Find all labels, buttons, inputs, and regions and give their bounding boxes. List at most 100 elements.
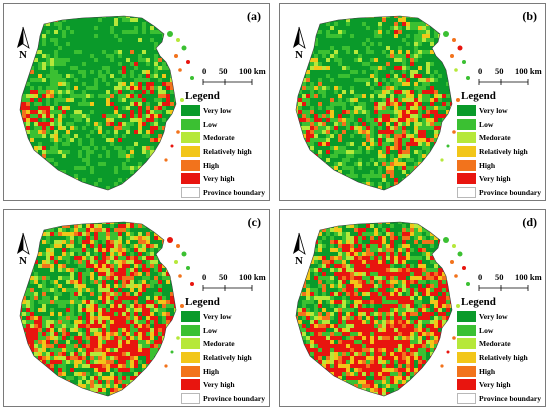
map-cell	[394, 166, 399, 171]
map-cell	[378, 130, 383, 135]
map-cell	[406, 114, 411, 119]
map-cell	[20, 70, 23, 75]
map-cell	[318, 166, 323, 171]
map-cell	[54, 150, 59, 155]
map-cell	[298, 94, 303, 99]
map-cell	[42, 142, 47, 147]
map-cell	[426, 118, 431, 123]
map-cell	[346, 54, 351, 59]
map-cell	[322, 98, 327, 103]
map-cell	[130, 228, 135, 233]
map-cell	[354, 26, 359, 31]
map-cell	[110, 178, 115, 183]
map-cell	[38, 150, 43, 155]
map-cell	[34, 130, 39, 135]
map-cell	[20, 74, 23, 79]
map-cell	[358, 138, 363, 143]
map-cell	[38, 252, 43, 257]
map-cell	[22, 170, 27, 175]
map-cell	[26, 320, 31, 325]
map-cell	[430, 186, 435, 190]
map-cell	[22, 142, 27, 147]
map-cell	[358, 86, 363, 91]
map-cell	[58, 46, 63, 51]
map-cell	[434, 190, 439, 195]
map-cell	[46, 106, 51, 111]
map-cell	[342, 42, 347, 47]
map-cell	[82, 316, 87, 321]
map-cell	[142, 146, 147, 151]
map-cell	[30, 280, 35, 285]
map-cell	[162, 82, 167, 87]
map-cell	[90, 82, 95, 87]
map-cell	[390, 106, 395, 111]
map-cell	[74, 312, 79, 317]
map-cell	[158, 182, 163, 187]
map-cell	[20, 18, 23, 23]
map-cell	[442, 166, 447, 171]
map-cell	[410, 106, 415, 111]
map-cell	[306, 174, 311, 179]
map-cell	[78, 58, 83, 63]
map-cell	[98, 182, 103, 187]
map-cell	[102, 134, 107, 139]
map-cell	[354, 166, 359, 171]
island	[466, 76, 470, 80]
map-cell	[118, 296, 123, 301]
map-cell	[142, 62, 147, 67]
map-cell	[38, 244, 43, 249]
map-cell	[414, 126, 419, 131]
map-cell	[398, 158, 403, 163]
map-cell	[142, 268, 147, 273]
map-cell	[30, 272, 35, 277]
map-cell	[430, 170, 435, 175]
map-cell	[94, 54, 99, 59]
map-cell	[86, 94, 91, 99]
map-cell	[450, 114, 452, 119]
map-cell	[54, 154, 59, 159]
map-cell	[130, 114, 135, 119]
map-cell	[410, 62, 415, 67]
map-cell	[418, 174, 423, 179]
map-cell	[398, 22, 403, 27]
map-cell	[326, 70, 331, 75]
map-cell	[398, 50, 403, 55]
map-cell	[58, 316, 63, 321]
map-cell	[414, 170, 419, 175]
map-cell	[338, 178, 343, 183]
map-cell	[338, 18, 343, 23]
map-cell	[134, 142, 139, 147]
map-cell	[54, 272, 59, 277]
map-cell	[450, 22, 452, 27]
map-cell	[70, 236, 75, 241]
map-cell	[38, 18, 43, 23]
map-cell	[338, 82, 343, 87]
map-cell	[386, 134, 391, 139]
map-cell	[130, 182, 135, 187]
map-cell	[22, 90, 27, 95]
map-cell	[34, 276, 39, 281]
map-cell	[306, 106, 311, 111]
map-cell	[406, 150, 411, 155]
map-cell	[158, 244, 163, 249]
map-cell	[66, 130, 71, 135]
map-cell	[146, 272, 151, 277]
map-cell	[30, 106, 35, 111]
map-cell	[38, 74, 43, 79]
map-cell	[334, 110, 339, 115]
map-cell	[434, 122, 439, 127]
map-cell	[454, 62, 459, 67]
map-cell	[170, 252, 175, 257]
map-cell	[126, 70, 131, 75]
map-cell	[66, 336, 71, 341]
map-cell	[414, 154, 419, 159]
map-cell	[158, 126, 163, 131]
map-cell	[122, 320, 127, 325]
map-cell	[350, 114, 355, 119]
map-cell	[134, 248, 139, 253]
map-cell	[150, 236, 155, 241]
map-cell	[42, 260, 47, 265]
map-cell	[446, 102, 451, 107]
map-cell	[370, 114, 375, 119]
map-cell	[434, 114, 439, 119]
